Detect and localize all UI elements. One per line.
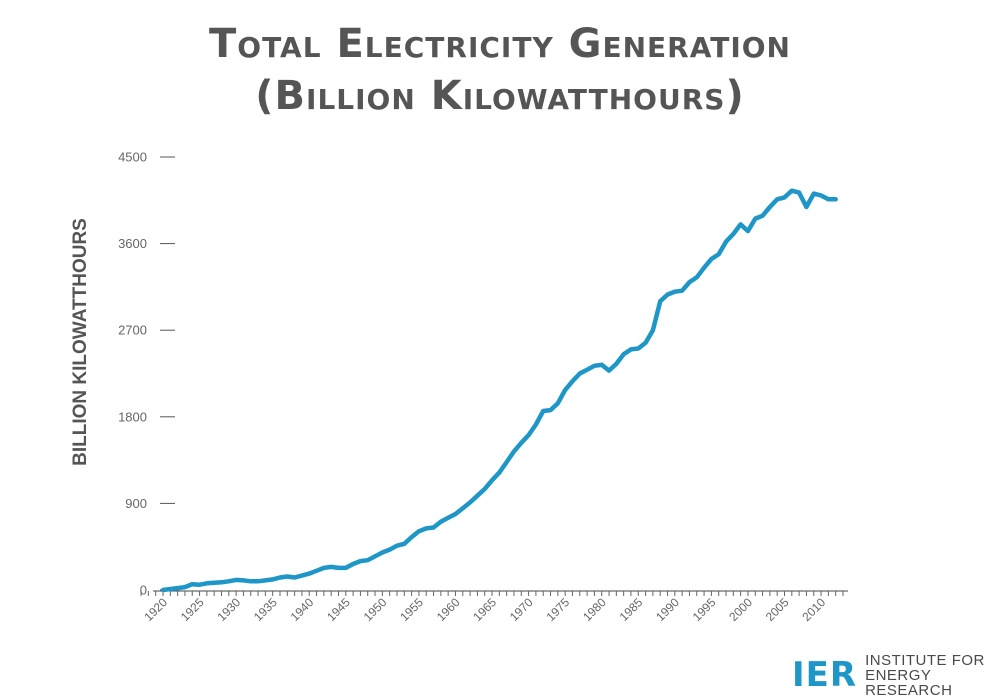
x-tick-label: 1925	[178, 595, 207, 624]
y-tick-label: 2700	[118, 323, 147, 338]
x-tick-label: 1965	[470, 595, 499, 624]
x-tick-label: 1990	[653, 595, 682, 624]
x-tick-label: 1920	[141, 595, 170, 624]
x-tick-label: 1945	[324, 595, 353, 624]
x-tick-label: 1940	[288, 595, 317, 624]
logo-text-line-1: INSTITUTE FOR	[865, 651, 985, 669]
x-axis: 1920 1925 1930 1935 1940 1945 1950 1955 1960 1965…	[140, 590, 848, 624]
x-tick-label: 1955	[397, 595, 426, 624]
chart-title-line-1: Total Electricity Generation	[209, 21, 791, 67]
y-tick-label: 1800	[118, 409, 147, 424]
x-tick-label: 1960	[434, 595, 463, 624]
logo-text-line-2: ENERGY RESEARCH	[865, 666, 953, 699]
x-tick-label: 1935	[251, 595, 280, 624]
x-tick-label: 2000	[726, 595, 755, 624]
y-tick-label: 900	[125, 496, 147, 511]
x-tick-label: 1930	[214, 595, 243, 624]
y-tick-label: 3600	[118, 236, 147, 251]
x-tick-label: 1970	[507, 595, 536, 624]
y-tick-label: 4500	[118, 150, 147, 165]
x-tick-label: 1995	[690, 595, 719, 624]
chart-title-line-2: (Billion Kilowatthours)	[255, 73, 745, 119]
x-tick-label: 1985	[617, 595, 646, 624]
x-tick-label: 2010	[799, 595, 828, 624]
y-axis: 0 900 1800 2700 3600 4500	[118, 150, 175, 598]
logo-mark: IER	[792, 655, 858, 695]
series-line	[160, 188, 838, 593]
x-tick-label: 1950	[361, 595, 390, 624]
x-tick-label: 1980	[580, 595, 609, 624]
plot-area	[160, 188, 838, 593]
x-tick-label: 1975	[543, 595, 572, 624]
y-tick-label: 0	[140, 583, 147, 598]
x-tick-label: 2005	[763, 595, 792, 624]
ier-logo: IER INSTITUTE FOR ENERGY RESEARCH	[792, 653, 1000, 698]
logo-text: INSTITUTE FOR ENERGY RESEARCH	[865, 653, 1000, 698]
